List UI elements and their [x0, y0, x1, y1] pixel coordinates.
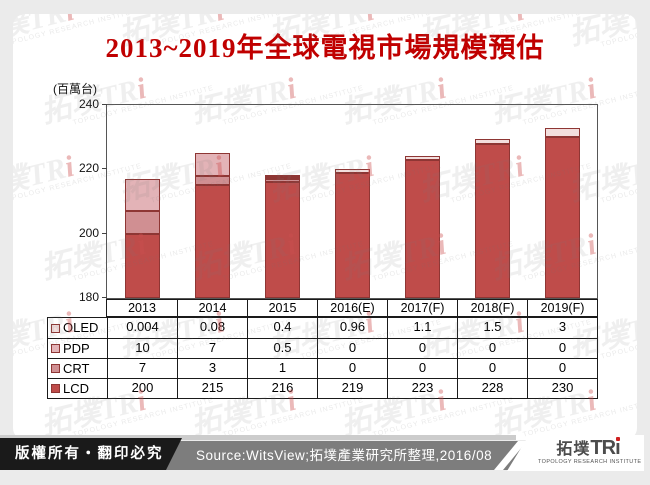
table-value-cell: 0 — [457, 358, 527, 378]
legend-cell-crt: CRT — [48, 358, 107, 378]
bar-segment-lcd — [194, 185, 230, 298]
table-value-cell: 0.08 — [177, 318, 247, 338]
x-axis-label: 2016(E) — [317, 300, 387, 316]
bar-segment-lcd — [544, 137, 580, 298]
table-value-cell: 7 — [107, 358, 177, 378]
source-text: Source:WitsView;拓墣產業研究所整理,2016/08 — [196, 448, 493, 463]
y-tick-label: 240 — [78, 97, 99, 111]
table-value-cell: 200 — [107, 378, 177, 398]
legend-swatch-crt — [51, 364, 60, 373]
table-value-cell: 1.1 — [387, 318, 457, 338]
bar-segment-lcd — [404, 159, 440, 298]
logo-wordmark: 拓墣TRı — [556, 437, 621, 459]
table-value-cell: 0 — [317, 338, 387, 358]
table-value-cell: 228 — [457, 378, 527, 398]
bar-segment-crt — [194, 175, 230, 186]
legend-label: CRT — [63, 360, 90, 376]
footer-shadow — [0, 435, 516, 440]
copyright-text: 版權所有‧翻印必究 — [15, 446, 164, 462]
copyright-banner: 版權所有‧翻印必究 — [0, 438, 182, 470]
table-value-cell: 219 — [317, 378, 387, 398]
bar-segment-oled — [544, 127, 580, 138]
table-value-cell: 0 — [527, 338, 597, 358]
table-value-cell: 1.5 — [457, 318, 527, 338]
bar-segment-oled — [334, 169, 370, 173]
table-value-cell: 3 — [527, 318, 597, 338]
legend-cell-lcd: LCD — [48, 378, 107, 398]
legend-swatch-lcd — [51, 384, 60, 393]
y-axis-unit-label: (百萬台) — [53, 82, 97, 96]
bar-segment-oled — [264, 175, 300, 178]
bar-segment-pdp — [264, 176, 300, 179]
logo-latin-text: TRı — [590, 437, 621, 459]
table-value-cell: 215 — [177, 378, 247, 398]
logo-subtitle: TOPOLOGY RESEARCH INSTITUTE — [538, 459, 642, 465]
legend-swatch-pdp — [51, 344, 60, 353]
y-tick-label: 180 — [78, 290, 99, 304]
bar-segment-lcd — [264, 182, 300, 298]
legend-cell-pdp: PDP — [48, 338, 107, 358]
table-value-cell: 0 — [457, 338, 527, 358]
table-value-cell: 10 — [107, 338, 177, 358]
table-value-cell: 0.004 — [107, 318, 177, 338]
x-axis-label: 2018(F) — [457, 300, 527, 316]
legend-label: PDP — [63, 340, 90, 356]
table-value-cell: 0 — [387, 338, 457, 358]
bar-segment-pdp — [124, 179, 160, 212]
bar-segment-pdp — [194, 153, 230, 176]
y-tick-mark — [102, 232, 107, 234]
bars-layer — [107, 105, 597, 298]
legend-label: OLED — [63, 320, 99, 335]
plot-area — [106, 104, 598, 299]
table-value-cell: 7 — [177, 338, 247, 358]
bar-segment-lcd — [124, 233, 160, 298]
x-axis-label: 2015 — [247, 300, 317, 316]
logo-i-red-dot: ı — [615, 437, 621, 459]
table-value-cell: 223 — [387, 378, 457, 398]
legend-swatch-oled — [51, 323, 60, 333]
bar-segment-oled — [404, 156, 440, 160]
legend-label: LCD — [63, 380, 90, 396]
legend-cell-oled: OLED — [48, 318, 107, 338]
x-axis-label: 2014 — [177, 300, 247, 316]
table-value-cell: 0 — [387, 358, 457, 378]
x-axis-label: 2017(F) — [387, 300, 457, 316]
table-value-cell: 0 — [527, 358, 597, 378]
data-table: OLED 0.004 0.08 0.4 0.96 1.1 1.5 3 PDP 10 7 0.5 0 0 0 0… — [47, 317, 598, 399]
page-title: 2013~2019年全球電視市場規模預估 — [105, 33, 545, 63]
y-tick-label: 220 — [78, 161, 99, 176]
report-card: 2013~2019年全球電視市場規模預估 (百萬台) 240 220 200 180 … — [13, 14, 637, 440]
logo-panel: 拓墣TRı TOPOLOGY RESEARCH INSTITUTE — [507, 435, 644, 471]
bar-segment-oled — [474, 138, 510, 144]
bar-segment-crt — [124, 211, 160, 234]
x-axis-label: 2019(F) — [527, 300, 597, 316]
table-value-cell: 3 — [177, 358, 247, 378]
table-value-cell: 0.4 — [247, 318, 317, 338]
y-tick-mark — [102, 104, 107, 105]
table-value-cell: 230 — [527, 378, 597, 398]
y-tick-mark — [102, 168, 107, 170]
y-tick-label: 200 — [78, 225, 99, 240]
y-tick-mark — [102, 297, 107, 298]
logo-cjk-text: 拓墣 — [556, 441, 591, 458]
table-value-cell: 0 — [317, 358, 387, 378]
bar-segment-lcd — [334, 172, 370, 298]
table-value-cell: 0.96 — [317, 318, 387, 338]
tri-logo: 拓墣TRı TOPOLOGY RESEARCH INSTITUTE — [538, 437, 642, 465]
table-value-cell: 1 — [247, 358, 317, 378]
x-axis-row: 2013 2014 2015 2016(E) 2017(F) 2018(F) 2019(F) — [106, 299, 598, 317]
bar-segment-crt — [264, 179, 300, 183]
bar-segment-lcd — [474, 143, 510, 298]
table-value-cell: 0.5 — [247, 338, 317, 358]
x-axis-label: 2013 — [128, 301, 156, 315]
table-value-cell: 216 — [247, 378, 317, 398]
